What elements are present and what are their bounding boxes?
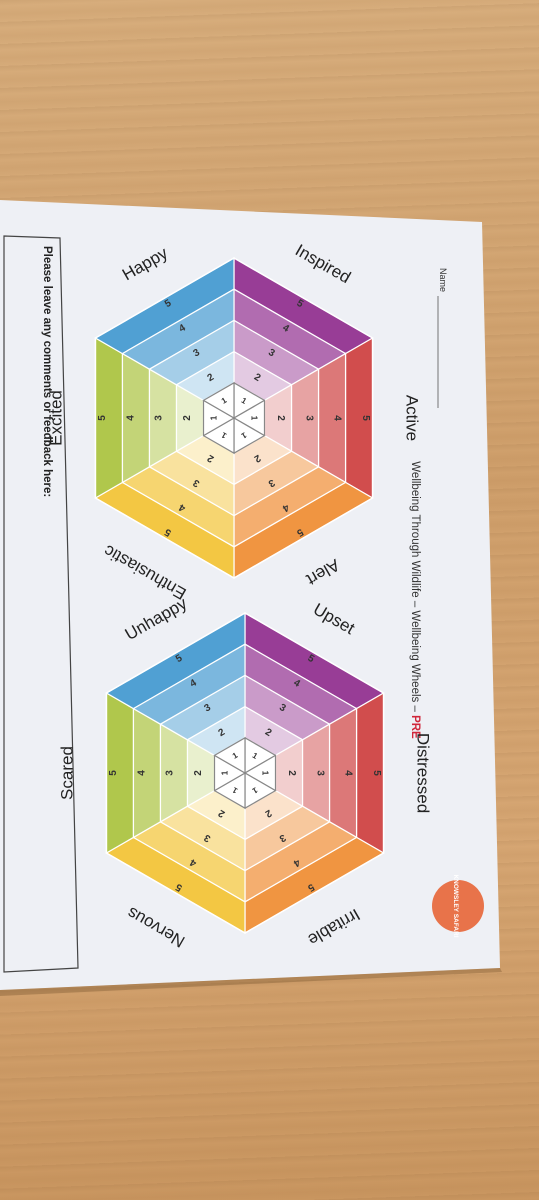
scale-label-scared-5: 5: [108, 770, 119, 776]
scale-label-happy-3: 3: [191, 347, 202, 360]
scale-label-upset-4: 4: [291, 677, 302, 690]
scale-label-nervous-3: 3: [202, 831, 213, 844]
scale-label-upset-1: 1: [251, 751, 260, 761]
scale-label-active-3: 3: [303, 415, 314, 421]
scale-label-enthusiastic-3: 3: [191, 476, 202, 489]
scale-label-distressed-2: 2: [286, 770, 297, 776]
scale-label-alert-3: 3: [266, 477, 277, 490]
scale-label-inspired-5: 5: [295, 298, 306, 311]
scale-label-alert-2: 2: [252, 452, 263, 465]
scale-label-active-4: 4: [332, 415, 343, 421]
wheel-outline: [94, 257, 374, 579]
scale-label-happy-1: 1: [220, 395, 229, 405]
scale-label-active-1: 1: [249, 416, 258, 421]
scale-label-unhappy-2: 2: [217, 727, 228, 740]
scale-label-enthusiastic-1: 1: [219, 430, 228, 440]
scale-label-excited-5: 5: [97, 415, 108, 421]
emotion-label-distressed: Distressed: [414, 733, 433, 813]
emotion-label-active: Active: [403, 395, 422, 441]
scale-label-enthusiastic-5: 5: [163, 526, 174, 539]
wheel-outline: [105, 612, 385, 934]
logo-circle: [432, 880, 484, 932]
title-pre: PRE: [409, 715, 421, 739]
feedback-box: [3, 235, 79, 973]
scale-label-excited-3: 3: [154, 415, 165, 421]
paper-shadow: [0, 968, 502, 996]
scale-label-unhappy-4: 4: [188, 677, 199, 690]
scale-label-active-5: 5: [360, 415, 371, 421]
scale-label-distressed-1: 1: [260, 771, 269, 776]
wheel-segment-happy-1[interactable]: [202, 381, 235, 420]
scale-label-happy-2: 2: [206, 372, 217, 385]
page-title: Wellbeing Through Wildlife – Wellbeing W…: [409, 461, 421, 739]
scale-label-nervous-1: 1: [230, 785, 239, 795]
scale-label-alert-5: 5: [294, 526, 305, 539]
scale-label-nervous-2: 2: [216, 807, 227, 820]
scale-label-scared-1: 1: [221, 770, 230, 775]
wheel-segment-unhappy-1[interactable]: [213, 736, 246, 775]
scale-label-scared-3: 3: [165, 770, 176, 776]
emotion-label-scared: Scared: [58, 746, 77, 800]
scale-label-distressed-4: 4: [343, 770, 354, 776]
scale-label-happy-5: 5: [163, 298, 174, 311]
feedback-prompt: Please leave any comments or feedback he…: [41, 246, 53, 497]
emotion-label-excited: Excited: [47, 390, 66, 446]
scale-label-alert-1: 1: [239, 430, 248, 440]
name-label: Name: [438, 268, 448, 292]
logo: KNOWSLEY SAFARI: [432, 874, 484, 938]
scale-label-excited-2: 2: [182, 415, 193, 421]
scale-label-distressed-5: 5: [371, 770, 382, 776]
scale-label-irritable-5: 5: [305, 881, 316, 894]
scale-label-excited-1: 1: [210, 415, 219, 420]
scale-label-inspired-1: 1: [240, 396, 249, 406]
scale-label-happy-4: 4: [177, 322, 188, 335]
logo-text: KNOWSLEY SAFARI: [452, 874, 459, 937]
scale-label-unhappy-5: 5: [174, 653, 185, 666]
scale-label-alert-4: 4: [280, 501, 291, 514]
scale-label-upset-3: 3: [277, 702, 288, 715]
scale-label-upset-2: 2: [263, 727, 274, 740]
title-main: Wellbeing Through Wildlife – Wellbeing W…: [409, 461, 421, 715]
scale-label-irritable-1: 1: [250, 785, 259, 795]
scale-label-unhappy-1: 1: [231, 750, 240, 760]
scale-label-active-2: 2: [275, 415, 286, 421]
scale-label-distressed-3: 3: [314, 770, 325, 776]
scale-label-irritable-3: 3: [277, 832, 288, 845]
scale-label-scared-4: 4: [136, 770, 147, 776]
scale-label-scared-2: 2: [193, 770, 204, 776]
scale-label-inspired-4: 4: [280, 322, 291, 335]
scale-label-irritable-2: 2: [263, 807, 274, 820]
scale-label-enthusiastic-4: 4: [177, 501, 188, 514]
scale-label-nervous-4: 4: [188, 856, 199, 869]
scale-label-unhappy-3: 3: [202, 702, 213, 715]
scale-label-enthusiastic-2: 2: [205, 452, 216, 465]
scale-label-nervous-5: 5: [174, 881, 185, 894]
scale-label-irritable-4: 4: [291, 856, 302, 869]
scale-label-inspired-2: 2: [252, 372, 263, 385]
scale-label-excited-4: 4: [125, 415, 136, 421]
scale-label-upset-5: 5: [306, 653, 317, 666]
scale-label-inspired-3: 3: [266, 347, 277, 360]
